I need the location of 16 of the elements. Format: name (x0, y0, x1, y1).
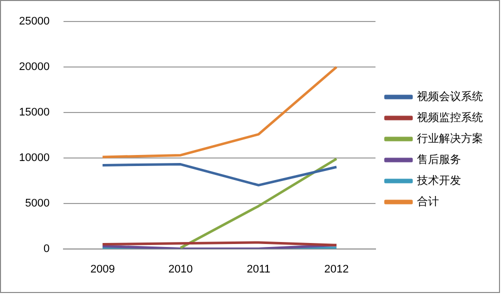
y-tick-label: 10000 (18, 152, 50, 164)
x-tick-label: 2012 (324, 263, 349, 276)
y-tick-label: 15000 (18, 106, 50, 119)
x-tick-label: 2009 (90, 263, 115, 276)
legend-label: 售后服务 (417, 152, 461, 166)
legend-label: 行业解决方案 (417, 132, 483, 145)
legend-label: 视频监控系统 (417, 110, 483, 124)
y-tick-label: 0 (43, 242, 50, 255)
y-tick-label: 20000 (18, 61, 50, 74)
legend-label: 合计 (417, 194, 439, 208)
legend-label: 视频会议系统 (417, 90, 483, 103)
y-tick-label: 25000 (18, 16, 50, 28)
x-tick-label: 2010 (168, 263, 193, 276)
x-tick-label: 2011 (246, 263, 270, 276)
y-tick-label: 5000 (25, 197, 50, 210)
legend-label: 技术开发 (416, 174, 461, 187)
